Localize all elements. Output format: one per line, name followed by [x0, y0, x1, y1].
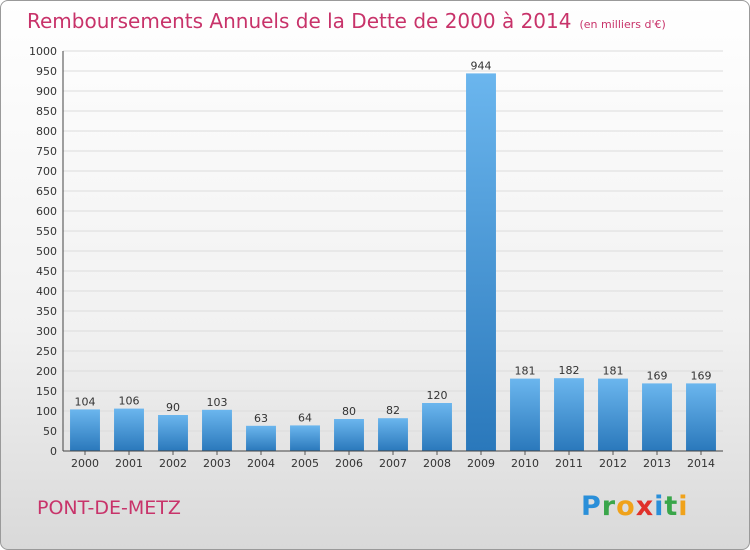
bar-2008 [422, 403, 452, 451]
x-tick-label: 2004 [247, 457, 275, 470]
y-tick-label: 450 [36, 265, 57, 278]
data-label: 104 [75, 395, 96, 408]
y-tick-label: 850 [36, 105, 57, 118]
bar-2014 [686, 383, 716, 451]
y-tick-label: 200 [36, 365, 57, 378]
y-tick-label: 150 [36, 385, 57, 398]
logo-letter: t [664, 491, 679, 522]
x-tick-label: 2011 [555, 457, 583, 470]
x-tick-label: 2003 [203, 457, 231, 470]
x-tick-label: 2001 [115, 457, 143, 470]
data-label: 64 [298, 411, 312, 424]
y-tick-label: 750 [36, 145, 57, 158]
logo-letter: o [616, 491, 636, 522]
data-label: 182 [559, 364, 580, 377]
x-tick-label: 2010 [511, 457, 539, 470]
data-label: 169 [647, 369, 668, 382]
y-tick-label: 700 [36, 165, 57, 178]
y-tick-label: 1000 [29, 45, 57, 58]
data-label: 82 [386, 404, 400, 417]
y-tick-label: 900 [36, 85, 57, 98]
city-name: PONT-DE-METZ [37, 497, 181, 519]
bar-2007 [378, 418, 408, 451]
y-tick-label: 300 [36, 325, 57, 338]
y-tick-label: 500 [36, 245, 57, 258]
y-tick-label: 800 [36, 125, 57, 138]
y-tick-label: 550 [36, 225, 57, 238]
y-tick-label: 400 [36, 285, 57, 298]
bar-2002 [158, 415, 188, 451]
data-label: 90 [166, 401, 180, 414]
bar-2004 [246, 425, 276, 451]
x-tick-label: 2005 [291, 457, 319, 470]
y-tick-label: 0 [50, 445, 57, 458]
bar-2005 [290, 425, 320, 451]
data-label: 80 [342, 405, 356, 418]
logo-letter: i [654, 491, 665, 522]
title-text: Remboursements Annuels de la Dette de 20… [27, 9, 572, 33]
x-tick-label: 2006 [335, 457, 363, 470]
proxiti-logo: Proxiti [581, 491, 689, 522]
bar-2013 [642, 383, 672, 451]
bar-2009 [466, 73, 496, 452]
logo-letter: x [635, 491, 655, 522]
data-label: 169 [691, 369, 712, 382]
logo-letter: r [601, 491, 617, 522]
x-tick-label: 2008 [423, 457, 451, 470]
bar-2012 [598, 378, 628, 451]
x-tick-label: 2007 [379, 457, 407, 470]
logo-letter: i [678, 491, 689, 522]
y-tick-label: 650 [36, 185, 57, 198]
data-label: 181 [603, 365, 624, 378]
data-label: 120 [427, 389, 448, 402]
y-tick-label: 950 [36, 65, 57, 78]
logo-letter: P [581, 491, 602, 522]
x-tick-label: 2002 [159, 457, 187, 470]
y-tick-label: 600 [36, 205, 57, 218]
bar-2003 [202, 409, 232, 451]
data-label: 181 [515, 365, 536, 378]
data-label: 103 [207, 396, 228, 409]
y-tick-label: 50 [43, 425, 57, 438]
bars: 104 106 90 103 63 64 80 82 120 944 181 182 181 169 169 [70, 59, 716, 452]
y-tick-label: 100 [36, 405, 57, 418]
axes [62, 51, 723, 452]
bar-2011 [554, 378, 584, 451]
data-label: 106 [119, 395, 140, 408]
y-tick-label: 350 [36, 305, 57, 318]
x-tick-label: 2014 [687, 457, 715, 470]
bar-2010 [510, 378, 540, 451]
bar-2000 [70, 409, 100, 451]
bar-2006 [334, 419, 364, 451]
x-tick-label: 2000 [71, 457, 99, 470]
bar-2001 [114, 408, 144, 451]
x-axis-labels: 2000 2001 2002 2003 2004 2005 2006 2007 2008 2009… [71, 451, 715, 470]
chart-title: Remboursements Annuels de la Dette de 20… [27, 9, 666, 33]
x-tick-label: 2009 [467, 457, 495, 470]
unit-label: (en milliers d'€) [579, 18, 666, 31]
x-tick-label: 2013 [643, 457, 671, 470]
x-tick-label: 2012 [599, 457, 627, 470]
y-tick-label: 250 [36, 345, 57, 358]
y-axis-labels: 0 50 100 150 200 250 300 350 400 450 500 550 600 650 7… [29, 45, 57, 458]
data-label: 63 [254, 412, 268, 425]
data-label: 944 [471, 59, 492, 72]
